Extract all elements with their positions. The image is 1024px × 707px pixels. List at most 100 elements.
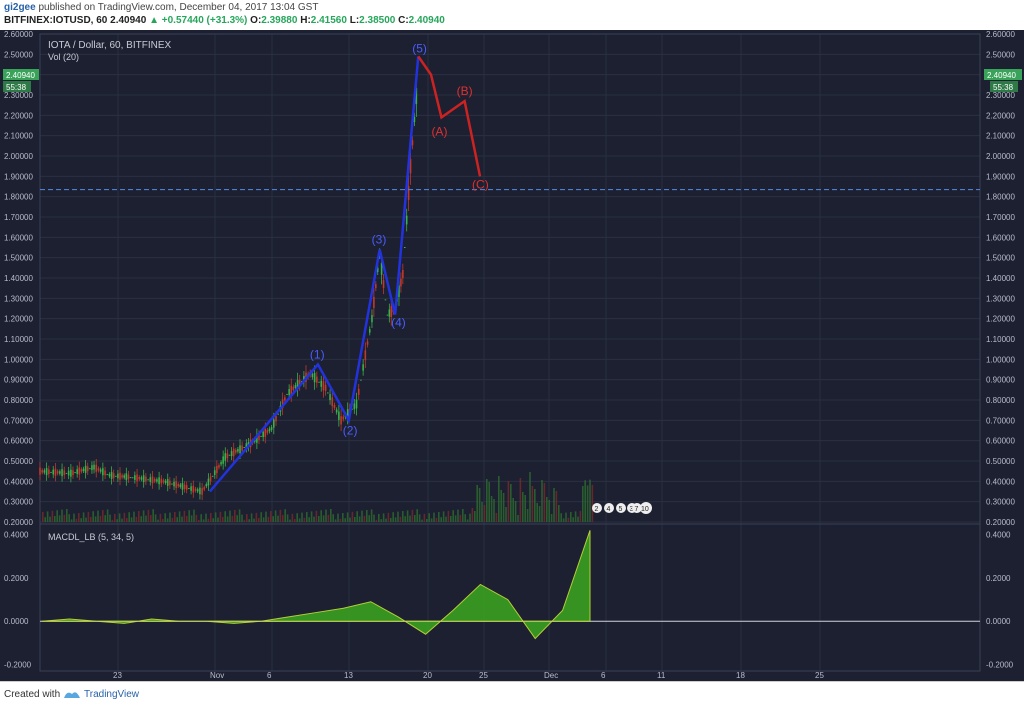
candle-body (288, 389, 290, 396)
volume-bar (159, 513, 162, 522)
candle-body (166, 479, 169, 486)
price-tag-left: 2.40940 (6, 71, 35, 80)
candle-body (188, 488, 190, 490)
candle-body (175, 481, 177, 489)
candle-body (114, 475, 117, 477)
event-badges[interactable]: 2 4 5 3 7 10 (592, 502, 652, 514)
candle-body (338, 411, 340, 420)
candle-body (192, 485, 195, 493)
volume-bar (267, 516, 270, 522)
event-badge[interactable] (592, 503, 602, 513)
candle-body (112, 473, 115, 478)
volume-bar (56, 510, 58, 522)
created-with-label: Created with (4, 689, 61, 700)
macd-tick-label-right: 0.4000 (986, 531, 1011, 540)
volume-bar (351, 511, 354, 522)
candle-body (97, 468, 100, 471)
candle-body (275, 415, 277, 422)
candle-body (400, 278, 402, 287)
volume-bar (320, 510, 322, 522)
high-label: H: (300, 15, 311, 26)
candle-body (409, 158, 412, 174)
y-tick-label-right: 1.30000 (986, 294, 1015, 303)
volume-bar (80, 518, 82, 522)
candle-body (74, 472, 76, 474)
candle-body (333, 404, 336, 408)
volume-bar (277, 515, 279, 522)
macd-tick-label-right: -0.2000 (986, 661, 1014, 670)
event-badge[interactable] (616, 503, 626, 513)
elliott-impulse-line[interactable] (208, 56, 420, 493)
candle-body (151, 476, 154, 484)
candle-body (294, 384, 297, 389)
candle-body (411, 140, 414, 146)
event-badge[interactable] (632, 503, 642, 513)
volume-bar (339, 518, 342, 522)
volume-bar (255, 512, 258, 522)
volume-bar (555, 491, 558, 522)
y-tick-label-right: 2.30000 (986, 91, 1015, 100)
candle-body (56, 471, 59, 474)
candle-body (292, 386, 295, 390)
volume-bar (426, 519, 428, 522)
event-badge[interactable] (640, 502, 652, 514)
chart-panel[interactable]: (1) (2) (3) (4) (5) (A) (B) (C) 2.60000 2.50000 2… (0, 30, 1024, 681)
volume-bar (397, 511, 399, 522)
close-value: 2.40940 (408, 15, 445, 26)
y-tick-label-right: 2.20000 (986, 111, 1015, 120)
open-label: O: (250, 15, 262, 26)
volume-bar (308, 517, 310, 522)
volume-bar (570, 512, 572, 522)
candle-body (177, 484, 180, 487)
volume-bar (385, 518, 387, 522)
elliott-correction-line[interactable] (417, 55, 482, 177)
candle-body (41, 470, 44, 473)
chart-header: gi2gee published on TradingView.com, Dec… (0, 0, 1024, 30)
volume-bar (421, 519, 423, 522)
x-tick-label: 23 (113, 671, 122, 680)
candle-body (95, 464, 98, 472)
volume-bar (550, 514, 553, 522)
y-tick-label-left: 0.90000 (4, 376, 33, 385)
candle-body (224, 453, 227, 461)
volume-bar (66, 509, 68, 522)
volume-bar (231, 515, 234, 522)
y-tick-label-left: 0.30000 (4, 498, 33, 507)
candle-body (131, 477, 134, 479)
price-axis-right[interactable]: 2.600002.500002.400002.300002.200002.100… (986, 30, 1015, 527)
volume-bar (262, 517, 265, 522)
y-tick-label-left: 2.60000 (4, 30, 33, 39)
volume-bar (82, 512, 85, 522)
candle-body (353, 403, 356, 410)
candle-body (376, 267, 379, 272)
volume-bar (514, 501, 517, 522)
event-badge[interactable] (604, 503, 614, 513)
volume-bar (330, 509, 332, 522)
tradingview-link[interactable]: TradingView (84, 689, 140, 700)
candle-body (405, 215, 408, 225)
candle-body (364, 350, 367, 361)
volume-bar (486, 479, 488, 522)
macd-tick-label-right: 0.2000 (986, 574, 1011, 583)
candle-body (316, 376, 318, 383)
volume-bar (325, 509, 327, 522)
candle-body (72, 470, 74, 475)
candle-body (258, 434, 260, 440)
candle-body (398, 285, 400, 297)
volume-bar (589, 479, 591, 522)
candle-body (270, 427, 273, 430)
y-tick-label-right: 1.20000 (986, 315, 1015, 324)
time-axis[interactable]: 23 Nov 6 13 20 25 Dec 6 11 18 25 (113, 671, 824, 680)
macd-tick-label-left: 0.0000 (4, 617, 29, 626)
author-link[interactable]: gi2gee (4, 2, 36, 13)
candle-body (117, 473, 119, 479)
volume-bar (51, 510, 54, 522)
volume-bar (90, 517, 92, 522)
volume-bar (361, 510, 363, 522)
y-tick-label-right: 0.80000 (986, 396, 1015, 405)
candle-body (134, 475, 136, 480)
chart-svg[interactable]: (1) (2) (3) (4) (5) (A) (B) (C) 2.60000 2.50000 2… (0, 30, 1024, 681)
plot-frame (39, 33, 981, 672)
volume-bar (548, 500, 550, 522)
volume-bar (169, 512, 171, 522)
